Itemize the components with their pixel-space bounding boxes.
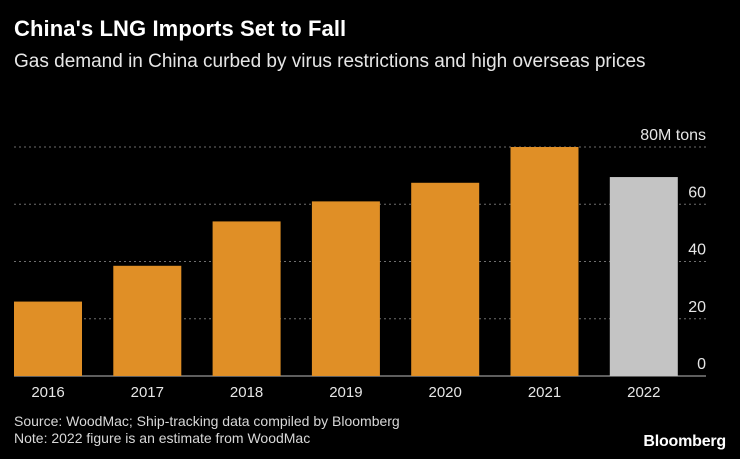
x-tick-label: 2020 <box>429 384 462 401</box>
bloomberg-logo: Bloomberg <box>643 433 726 450</box>
footer: Source: WoodMac; Ship-tracking data comp… <box>14 413 400 447</box>
x-tick-label: 2017 <box>131 384 164 401</box>
x-tick-label: 2019 <box>329 384 362 401</box>
chart-title: China's LNG Imports Set to Fall <box>14 16 347 41</box>
bar <box>14 301 82 376</box>
y-tick-label: 60 <box>688 184 706 201</box>
bar <box>212 221 281 376</box>
x-tick-label: 2016 <box>31 384 64 401</box>
y-tick-label: 0 <box>697 356 706 373</box>
bar <box>510 147 579 376</box>
x-tick-label: 2021 <box>528 384 561 401</box>
y-tick-label: 20 <box>688 299 706 316</box>
y-tick-label: 40 <box>688 242 706 259</box>
y-tick-label: 80M tons <box>640 127 706 144</box>
bar <box>113 265 182 376</box>
source-text: Source: WoodMac; Ship-tracking data comp… <box>14 413 400 429</box>
bar <box>609 177 678 376</box>
chart-subtitle: Gas demand in China curbed by virus rest… <box>14 51 646 72</box>
note-text: Note: 2022 figure is an estimate from Wo… <box>14 430 311 446</box>
x-tick-label: 2018 <box>230 384 263 401</box>
bar <box>311 201 380 376</box>
bar <box>411 182 480 376</box>
x-tick-label: 2022 <box>627 384 660 401</box>
